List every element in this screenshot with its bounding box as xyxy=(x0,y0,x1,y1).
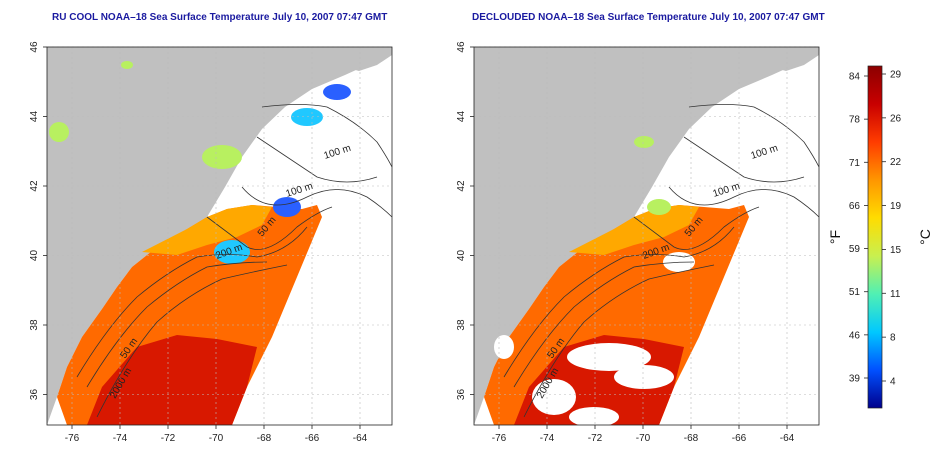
x-tick-label: -66 xyxy=(305,433,320,444)
celsius-tick-label: 8 xyxy=(890,333,896,344)
fahrenheit-tick-label: 78 xyxy=(849,115,861,126)
land-mass-north xyxy=(317,47,392,71)
y-tick-label: 40 xyxy=(29,250,40,262)
fahrenheit-unit-label: °F xyxy=(827,230,843,244)
y-tick-label: 38 xyxy=(29,319,40,331)
x-tick-label: -70 xyxy=(209,433,224,444)
y-tick-label: 36 xyxy=(29,389,40,401)
x-tick-label: -74 xyxy=(540,433,555,444)
x-tick-label: -66 xyxy=(732,433,747,444)
fahrenheit-tick-label: 39 xyxy=(849,374,861,385)
celsius-tick-label: 29 xyxy=(890,70,902,81)
x-tick-label: -74 xyxy=(113,433,128,444)
x-tick-label: -64 xyxy=(780,433,795,444)
cool-patches xyxy=(634,136,671,215)
x-tick-label: -70 xyxy=(636,433,651,444)
sst-hot-core xyxy=(87,335,257,425)
celsius-tick-label: 11 xyxy=(890,289,901,300)
bathymetry-contours xyxy=(76,104,393,418)
map-frame xyxy=(473,46,820,426)
celsius-unit-label: °C xyxy=(917,229,933,245)
celsius-tick-label: 22 xyxy=(890,157,902,168)
x-tick-label: -64 xyxy=(353,433,368,444)
y-tick-label: 36 xyxy=(456,389,467,401)
celsius-tick-label: 26 xyxy=(890,113,902,124)
y-tick-label: 42 xyxy=(456,180,467,192)
sst-mid-band xyxy=(569,205,699,255)
x-tick-label: -76 xyxy=(65,433,80,444)
fahrenheit-tick-label: 46 xyxy=(849,330,861,341)
map-title-left: RU COOL NOAA–18 Sea Surface Temperature … xyxy=(52,12,388,23)
fahrenheit-tick-label: 51 xyxy=(849,287,861,298)
y-tick-label: 44 xyxy=(456,111,467,123)
y-tick-label: 46 xyxy=(456,41,467,53)
y-tick-label: 42 xyxy=(29,180,40,192)
land-mass xyxy=(474,47,804,425)
fahrenheit-tick-label: 84 xyxy=(849,72,861,83)
y-tick-label: 44 xyxy=(29,111,40,123)
x-tick-label: -72 xyxy=(161,433,176,444)
x-tick-label: -68 xyxy=(257,433,272,444)
celsius-ticks: 29 26 22 19 15 11 8 4 xyxy=(882,70,902,388)
map-title-right: DECLOUDED NOAA–18 Sea Surface Temperatur… xyxy=(472,12,825,23)
land-mass xyxy=(47,47,377,425)
land-mass-north xyxy=(744,47,819,71)
x-tick-label: -68 xyxy=(684,433,699,444)
cool-patches xyxy=(49,61,351,264)
map-frame xyxy=(46,46,393,426)
celsius-tick-label: 19 xyxy=(890,201,902,212)
fahrenheit-tick-label: 66 xyxy=(849,201,861,212)
fahrenheit-ticks: 84 78 71 66 59 51 46 39 xyxy=(849,72,868,385)
celsius-tick-label: 15 xyxy=(890,245,902,256)
colorbar-gradient xyxy=(867,65,883,409)
celsius-tick-label: 4 xyxy=(890,377,896,388)
fahrenheit-tick-label: 71 xyxy=(849,158,861,169)
x-tick-label: -72 xyxy=(588,433,603,444)
y-tick-label: 38 xyxy=(456,319,467,331)
x-tick-label: -76 xyxy=(492,433,507,444)
bathymetry-contours xyxy=(503,104,820,418)
sst-mid-band xyxy=(142,205,272,255)
fahrenheit-tick-label: 59 xyxy=(849,244,861,255)
y-tick-label: 46 xyxy=(29,41,40,53)
y-tick-label: 40 xyxy=(456,250,467,262)
